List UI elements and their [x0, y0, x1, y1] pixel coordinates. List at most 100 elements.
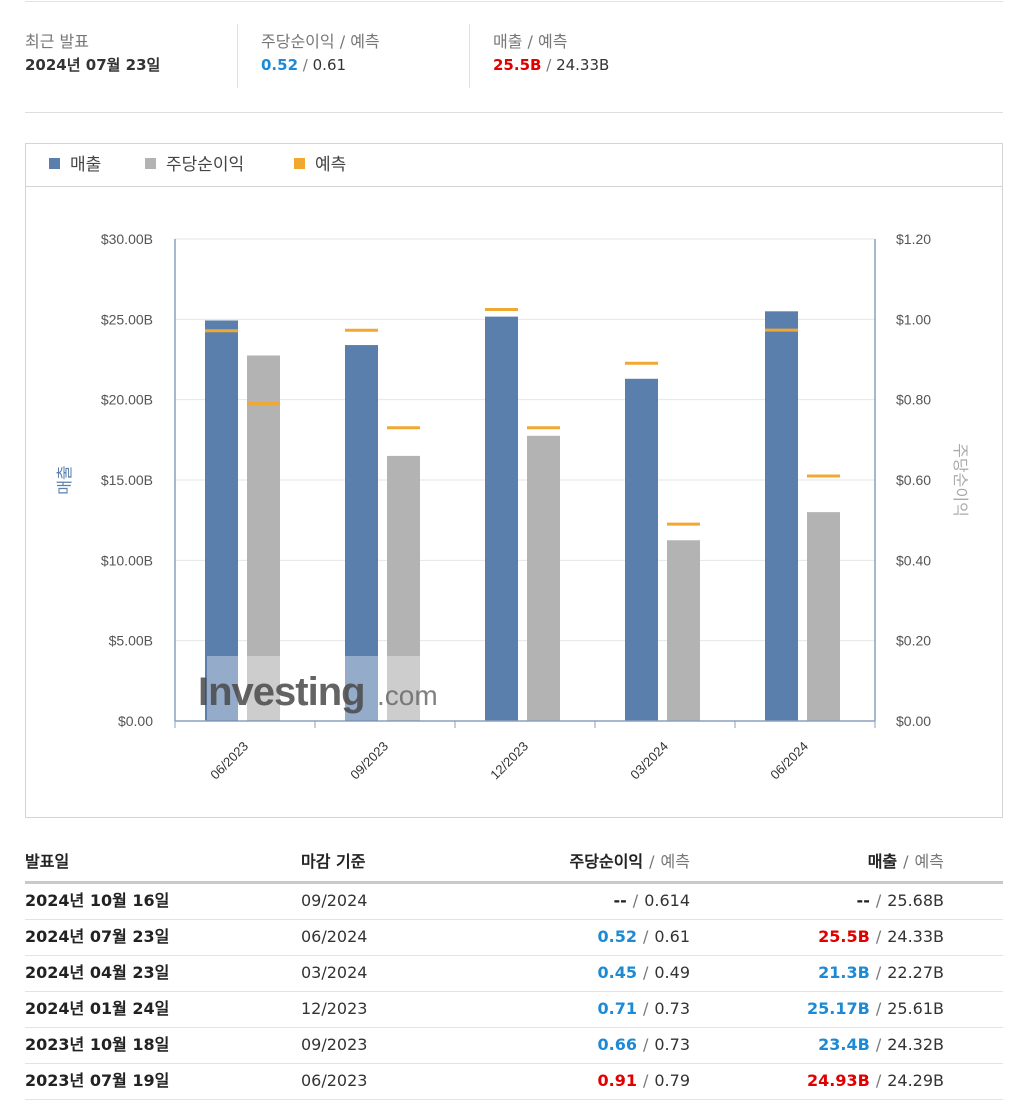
- row-revenue: 25.17B/25.61B: [807, 999, 944, 1018]
- x-tick-label: 03/2024: [627, 739, 671, 783]
- legend-label-eps: 주당순이익: [166, 155, 245, 175]
- row-revenue: 21.3B/22.27B: [818, 963, 944, 982]
- latest-release-block: 최근 발표 2024년 07월 23일: [25, 24, 160, 88]
- y-tick-label-right: $1.00: [896, 311, 931, 327]
- y-tick-label-right: $0.40: [896, 552, 931, 568]
- row-revenue-actual: 25.17B: [807, 999, 870, 1018]
- header-revenue: 매출 / 예측: [867, 852, 944, 871]
- legend-label-revenue: 매출: [70, 155, 102, 175]
- row-revenue-actual: 25.5B: [818, 927, 870, 946]
- row-eps: 0.66/0.73: [597, 1035, 691, 1054]
- header-release-date: 발표일: [25, 852, 70, 871]
- y-tick-label-left: $20.00B: [101, 392, 153, 408]
- legend-item-forecast[interactable]: 예측: [294, 154, 346, 176]
- legend-label-forecast: 예측: [315, 155, 347, 175]
- watermark-backdrop: [207, 656, 422, 720]
- row-period: 03/2024: [301, 963, 368, 982]
- chart-legend: 매출 주당순이익 예측: [26, 144, 1002, 187]
- y-tick-label-left: $0.00: [118, 713, 153, 729]
- y-tick-label-right: $0.20: [896, 633, 931, 649]
- legend-swatch-eps: [145, 158, 156, 169]
- top-divider: [25, 1, 1003, 2]
- row-eps-actual: 0.91: [597, 1071, 637, 1090]
- row-revenue-forecast: 25.61B: [887, 999, 944, 1018]
- eps-bar: [667, 540, 700, 721]
- y-tick-label-right: $0.00: [896, 713, 931, 729]
- revenue-actual-value: 25.5B: [493, 56, 542, 74]
- x-tick-label: 06/2024: [767, 739, 811, 783]
- revenue-summary-label: 매출 / 예측: [493, 32, 568, 51]
- row-period: 12/2023: [301, 999, 368, 1018]
- header-eps: 주당순이익 / 예측: [569, 852, 690, 871]
- table-row: 2024년 01월 24일 12/2023 0.71/0.73 25.17B/25.6…: [25, 992, 1003, 1028]
- row-revenue-actual: --: [856, 891, 870, 910]
- latest-earnings-summary: 최근 발표 2024년 07월 23일 주당순이익 / 예측 0.52 / 0.…: [25, 24, 1003, 113]
- row-revenue: 25.5B/24.33B: [818, 927, 944, 946]
- table-row: 2023년 10월 18일 09/2023 0.66/0.73 23.4B/24.32…: [25, 1028, 1003, 1064]
- row-revenue-forecast: 24.33B: [887, 927, 944, 946]
- latest-release-label: 최근 발표: [25, 32, 89, 51]
- y-tick-label-left: $15.00B: [101, 472, 153, 488]
- row-release-date: 2023년 10월 18일: [25, 1035, 170, 1054]
- legend-item-revenue[interactable]: 매출: [49, 154, 101, 176]
- legend-swatch-forecast: [294, 158, 305, 169]
- y-tick-label-left: $30.00B: [101, 231, 153, 247]
- row-release-date: 2024년 01월 24일: [25, 999, 170, 1018]
- row-eps-actual: 0.52: [597, 927, 637, 946]
- earnings-chart: $0.00 $0.00 $5.00B $0.20 $10.00B $0.40 $15.00B…: [55, 231, 970, 783]
- eps-bar: [527, 435, 560, 721]
- eps-forecast-value: 0.61: [312, 56, 347, 74]
- row-eps: 0.71/0.73: [597, 999, 691, 1018]
- legend-item-eps[interactable]: 주당순이익: [145, 154, 244, 176]
- row-release-date: 2024년 07월 23일: [25, 927, 170, 946]
- row-period: 06/2024: [301, 927, 368, 946]
- x-tick-label: 12/2023: [487, 739, 531, 783]
- revenue-bar: [345, 345, 378, 721]
- eps-bar: [807, 512, 840, 721]
- summary-divider: [237, 24, 238, 88]
- table-row: 2023년 07월 19일 06/2023 0.91/0.79 24.93B/24.2…: [25, 1064, 1003, 1100]
- row-period: 09/2023: [301, 1035, 368, 1054]
- x-tick-label: 06/2023: [207, 739, 251, 783]
- y-tick-label-left: $10.00B: [101, 552, 153, 568]
- row-eps: 0.52/0.61: [597, 927, 691, 946]
- row-period: 06/2023: [301, 1071, 368, 1090]
- revenue-summary-block: 매출 / 예측 25.5B / 24.33B: [493, 24, 609, 88]
- row-eps-forecast: 0.61: [654, 927, 690, 946]
- row-eps-forecast: 0.49: [654, 963, 690, 982]
- y-tick-label-left: $25.00B: [101, 311, 153, 327]
- y-tick-label-right: $0.60: [896, 472, 931, 488]
- row-eps: --/0.614: [613, 891, 690, 910]
- legend-swatch-revenue: [49, 158, 60, 169]
- watermark-logo: Investing: [198, 670, 365, 714]
- table-row: 2024년 07월 23일 06/2024 0.52/0.61 25.5B/24.33…: [25, 920, 1003, 956]
- table-row: 2024년 10월 16일 09/2024 --/0.614 --/25.68B: [25, 884, 1003, 920]
- y-axis-title-left: 매출: [55, 465, 74, 494]
- revenue-bar: [765, 311, 798, 721]
- eps-summary-label: 주당순이익 / 예측: [261, 32, 380, 51]
- eps-summary-value: 0.52 / 0.61: [261, 56, 347, 74]
- row-revenue-forecast: 24.32B: [887, 1035, 944, 1054]
- watermark-logo-suffix: .com: [377, 680, 438, 711]
- revenue-bar: [205, 320, 238, 721]
- table-body: 2024년 10월 16일 09/2024 --/0.614 --/25.68B 202…: [25, 884, 1003, 1100]
- revenue-summary-value: 25.5B / 24.33B: [493, 56, 610, 74]
- eps-summary-block: 주당순이익 / 예측 0.52 / 0.61: [261, 24, 380, 88]
- revenue-bar: [485, 316, 518, 721]
- revenue-forecast-value: 24.33B: [556, 56, 610, 74]
- row-eps-actual: 0.71: [597, 999, 637, 1018]
- x-tick-label: 09/2023: [347, 739, 391, 783]
- row-revenue-forecast: 25.68B: [887, 891, 944, 910]
- row-revenue: --/25.68B: [856, 891, 944, 910]
- y-tick-label-right: $1.20: [896, 231, 931, 247]
- earnings-chart-panel: $0.00 $0.00 $5.00B $0.20 $10.00B $0.40 $15.00B…: [25, 143, 1003, 818]
- row-release-date: 2023년 07월 19일: [25, 1071, 170, 1090]
- revenue-bar: [625, 378, 658, 721]
- row-eps-actual: 0.66: [597, 1035, 637, 1054]
- y-axis-title-right: 주당순이익: [951, 443, 970, 517]
- y-tick-label-left: $5.00B: [109, 633, 153, 649]
- header-period: 마감 기준: [301, 852, 366, 871]
- row-eps-forecast: 0.614: [644, 891, 690, 910]
- row-period: 09/2024: [301, 891, 368, 910]
- row-eps-forecast: 0.73: [654, 999, 690, 1018]
